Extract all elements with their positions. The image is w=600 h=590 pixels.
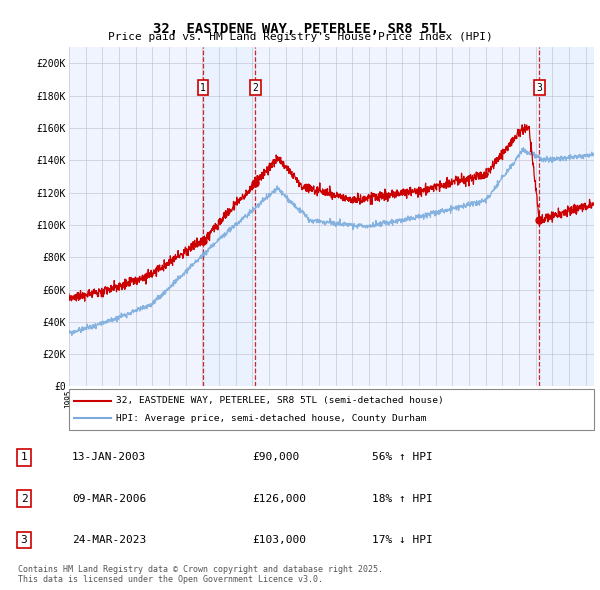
Text: 3: 3 — [20, 535, 28, 545]
Text: 56% ↑ HPI: 56% ↑ HPI — [372, 453, 433, 462]
Text: Contains HM Land Registry data © Crown copyright and database right 2025.
This d: Contains HM Land Registry data © Crown c… — [18, 565, 383, 584]
Text: HPI: Average price, semi-detached house, County Durham: HPI: Average price, semi-detached house,… — [116, 414, 427, 423]
Text: 32, EASTDENE WAY, PETERLEE, SR8 5TL: 32, EASTDENE WAY, PETERLEE, SR8 5TL — [154, 22, 446, 36]
FancyBboxPatch shape — [69, 389, 594, 430]
Text: 09-MAR-2006: 09-MAR-2006 — [72, 494, 146, 503]
Bar — [539, 47, 594, 386]
Text: Price paid vs. HM Land Registry's House Price Index (HPI): Price paid vs. HM Land Registry's House … — [107, 32, 493, 42]
Text: 3: 3 — [536, 83, 542, 93]
Bar — [539, 47, 594, 386]
Text: £90,000: £90,000 — [252, 453, 299, 462]
Text: 24-MAR-2023: 24-MAR-2023 — [72, 535, 146, 545]
Bar — [203, 47, 256, 386]
Text: 17% ↓ HPI: 17% ↓ HPI — [372, 535, 433, 545]
Text: 32, EASTDENE WAY, PETERLEE, SR8 5TL (semi-detached house): 32, EASTDENE WAY, PETERLEE, SR8 5TL (sem… — [116, 396, 444, 405]
Text: 18% ↑ HPI: 18% ↑ HPI — [372, 494, 433, 503]
Text: 1: 1 — [200, 83, 206, 93]
Text: 2: 2 — [253, 83, 259, 93]
Text: 13-JAN-2003: 13-JAN-2003 — [72, 453, 146, 462]
Text: 1: 1 — [20, 453, 28, 462]
Text: 2: 2 — [20, 494, 28, 503]
Text: £103,000: £103,000 — [252, 535, 306, 545]
Text: £126,000: £126,000 — [252, 494, 306, 503]
